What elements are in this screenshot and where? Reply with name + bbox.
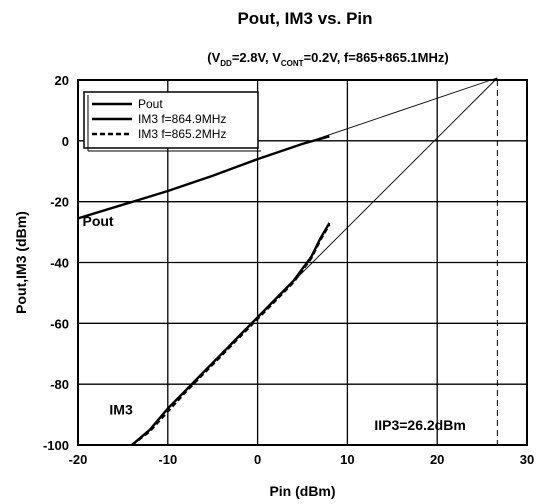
subtitle-part: (V: [207, 50, 220, 65]
y-tick-label: 0: [62, 134, 69, 149]
chart-subtitle: (VDD=2.8V, VCONT=0.2V, f=865+865.1MHz): [207, 50, 448, 68]
annotation-im3: IM3: [109, 402, 133, 418]
y-tick-label: 20: [55, 73, 69, 88]
subtitle-part: =2.8V, V: [232, 50, 281, 65]
x-tick-label: -20: [69, 452, 88, 467]
x-tick-label: 0: [254, 452, 261, 467]
subtitle-subscript: DD: [220, 59, 232, 68]
series-line-2: [131, 223, 331, 446]
series-group: [77, 135, 331, 446]
legend-label-2: IM3 f=865.2MHz: [138, 127, 226, 141]
plot-frame: [77, 79, 528, 446]
legend-label-1: IM3 f=864.9MHz: [138, 112, 226, 126]
x-tick-label: 10: [340, 452, 354, 467]
x-tick-label: -10: [158, 452, 177, 467]
y-tick-label: -40: [50, 256, 69, 271]
annotation-iip3: IIP3=26.2dBm: [374, 417, 465, 433]
annotations: Pout IM3 IIP3=26.2dBm: [82, 213, 465, 433]
annotation-pout: Pout: [82, 213, 113, 229]
chart-title: Pout, IM3 vs. Pin: [237, 9, 372, 28]
x-tick-labels: -20 -10 0 10 20 30: [69, 452, 535, 467]
legend-label-0: Pout: [138, 97, 163, 111]
subtitle-subscript: CONT: [281, 59, 304, 68]
x-axis-label: Pin (dBm): [269, 483, 335, 499]
y-axis-label: Pout,IM3 (dBm): [13, 211, 29, 314]
y-tick-label: -100: [43, 438, 69, 453]
x-tick-label: 30: [520, 452, 534, 467]
x-tick-label: 20: [430, 452, 444, 467]
y-tick-label: -60: [50, 316, 69, 331]
y-tick-labels: -100 -80 -60 -40 -20 0 20: [43, 73, 69, 453]
series-line-0: [77, 135, 330, 220]
subtitle-part: =0.2V, f=865+865.1MHz): [304, 50, 449, 65]
y-tick-label: -80: [50, 377, 69, 392]
y-tick-label: -20: [50, 195, 69, 210]
